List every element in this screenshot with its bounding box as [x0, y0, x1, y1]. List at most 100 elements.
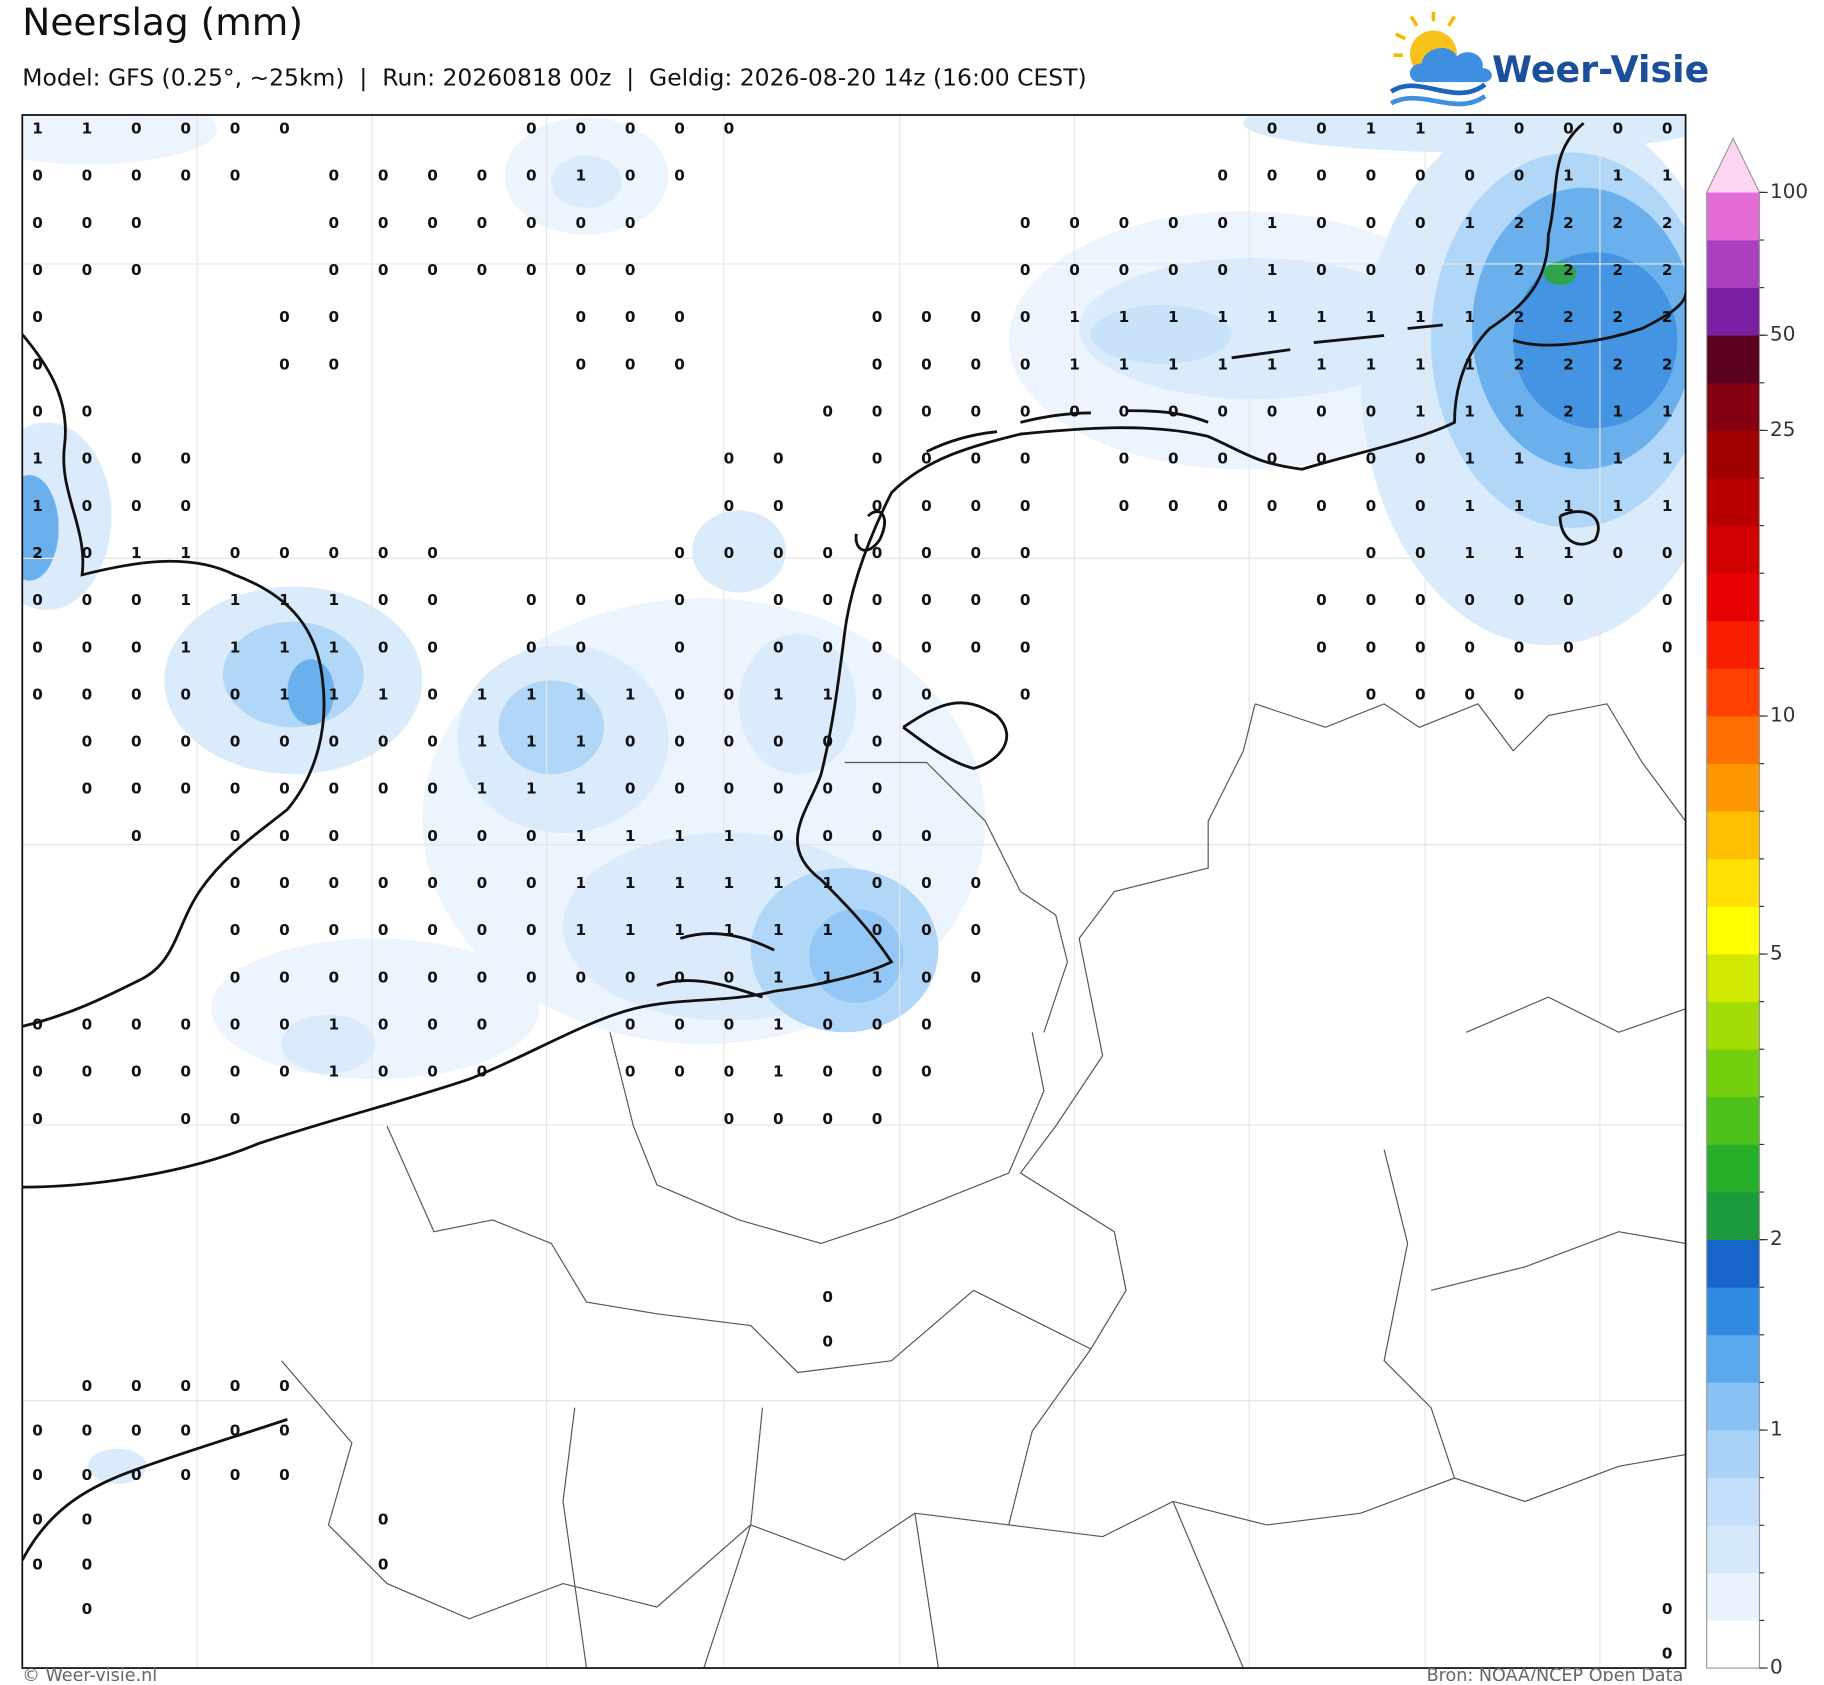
grid-value: 2 — [1662, 261, 1673, 279]
colorbar-tick-label: 1 — [1770, 1417, 1783, 1441]
grid-value: 1 — [1464, 403, 1475, 421]
grid-value: 0 — [1415, 497, 1426, 515]
grid-value: 1 — [1464, 544, 1475, 562]
grid-value: 0 — [180, 780, 191, 798]
grid-value: 0 — [230, 120, 241, 138]
grid-value: 1 — [1069, 308, 1080, 326]
grid-value: 0 — [180, 167, 191, 185]
grid-value: 0 — [230, 733, 241, 751]
grid-value: 0 — [1020, 591, 1031, 609]
grid-value: 0 — [526, 591, 537, 609]
grid-value: 1 — [674, 827, 685, 845]
grid-value: 1 — [1464, 261, 1475, 279]
precip-field — [22, 115, 1686, 1484]
grid-value: 0 — [329, 355, 340, 373]
grid-value: 0 — [724, 1110, 735, 1128]
grid-value: 0 — [1415, 261, 1426, 279]
grid-value: 0 — [625, 355, 636, 373]
grid-value: 1 — [1662, 450, 1673, 468]
grid-value: 0 — [1415, 638, 1426, 656]
grid-value: 0 — [427, 733, 438, 751]
grid-value: 0 — [773, 638, 784, 656]
grid-value: 1 — [526, 685, 537, 703]
grid-value: 0 — [329, 167, 340, 185]
grid-value: 0 — [773, 1110, 784, 1128]
grid-value: 0 — [230, 1377, 241, 1395]
grid-value: 0 — [378, 780, 389, 798]
grid-value: 0 — [1366, 544, 1377, 562]
grid-value: 0 — [180, 497, 191, 515]
grid-value: 1 — [230, 591, 241, 609]
grid-value: 0 — [1168, 261, 1179, 279]
grid-value: 1 — [822, 685, 833, 703]
grid-value: 0 — [921, 827, 932, 845]
grid-value: 0 — [921, 685, 932, 703]
graticule — [22, 115, 1686, 1669]
colorbar-tick-label: 50 — [1770, 322, 1795, 346]
grid-value: 0 — [1267, 403, 1278, 421]
grid-value: 0 — [378, 1555, 389, 1573]
grid-value: 0 — [82, 450, 93, 468]
grid-value: 0 — [82, 638, 93, 656]
grid-value: 0 — [1020, 214, 1031, 232]
grid-value: 0 — [82, 403, 93, 421]
grid-value: 1 — [230, 638, 241, 656]
colorbar-segment — [1706, 1334, 1760, 1383]
grid-value: 0 — [971, 355, 982, 373]
grid-value: 0 — [378, 1016, 389, 1034]
grid-value: 0 — [279, 1466, 290, 1484]
colorbar-segment — [1706, 620, 1760, 669]
grid-value: 0 — [1316, 591, 1327, 609]
grid-value: 0 — [971, 591, 982, 609]
grid-value: 0 — [921, 308, 932, 326]
grid-value: 0 — [674, 355, 685, 373]
grid-value: 0 — [477, 167, 488, 185]
grid-value: 0 — [427, 874, 438, 892]
grid-value: 1 — [1267, 261, 1278, 279]
grid-value: 1 — [1415, 308, 1426, 326]
grid-value: 0 — [1514, 638, 1525, 656]
grid-value: 1 — [131, 544, 142, 562]
colorbar-segment — [1706, 525, 1760, 574]
grid-value: 2 — [1563, 308, 1574, 326]
grid-value: 0 — [180, 1466, 191, 1484]
grid-value: 1 — [822, 874, 833, 892]
grid-value: 1 — [773, 685, 784, 703]
grid-value: 0 — [575, 261, 586, 279]
grid-value: 0 — [822, 1288, 833, 1306]
grid-value: 0 — [131, 685, 142, 703]
grid-value: 1 — [1267, 308, 1278, 326]
grid-value: 0 — [180, 1377, 191, 1395]
grid-value: 0 — [1020, 355, 1031, 373]
grid-value: 0 — [921, 921, 932, 939]
grid-value: 0 — [279, 827, 290, 845]
colorbar-segment — [1706, 573, 1760, 622]
grid-value: 0 — [131, 1466, 142, 1484]
grid-value: 0 — [674, 167, 685, 185]
grid-value: 0 — [1662, 1644, 1673, 1662]
grid-value: 0 — [1168, 214, 1179, 232]
grid-value: 0 — [773, 780, 784, 798]
grid-value: 0 — [1366, 497, 1377, 515]
grid-value: 0 — [279, 308, 290, 326]
grid-value: 0 — [378, 638, 389, 656]
grid-value: 0 — [1514, 591, 1525, 609]
grid-value: 2 — [1612, 355, 1623, 373]
grid-value: 0 — [1020, 544, 1031, 562]
grid-value: 0 — [1612, 120, 1623, 138]
grid-value: 1 — [329, 1063, 340, 1081]
grid-value: 0 — [279, 1063, 290, 1081]
grid-value: 0 — [427, 167, 438, 185]
grid-value: 0 — [921, 355, 932, 373]
grid-value: 1 — [329, 591, 340, 609]
grid-value: 1 — [1316, 308, 1327, 326]
colorbar-tick-label: 2 — [1770, 1226, 1783, 1250]
grid-value: 0 — [1514, 685, 1525, 703]
grid-value: 0 — [822, 733, 833, 751]
grid-value: 0 — [1217, 403, 1228, 421]
grid-value: 0 — [625, 214, 636, 232]
grid-value: 0 — [1563, 638, 1574, 656]
grid-value: 0 — [32, 685, 43, 703]
grid-value: 1 — [1316, 355, 1327, 373]
colorbar-segment — [1706, 1001, 1760, 1050]
